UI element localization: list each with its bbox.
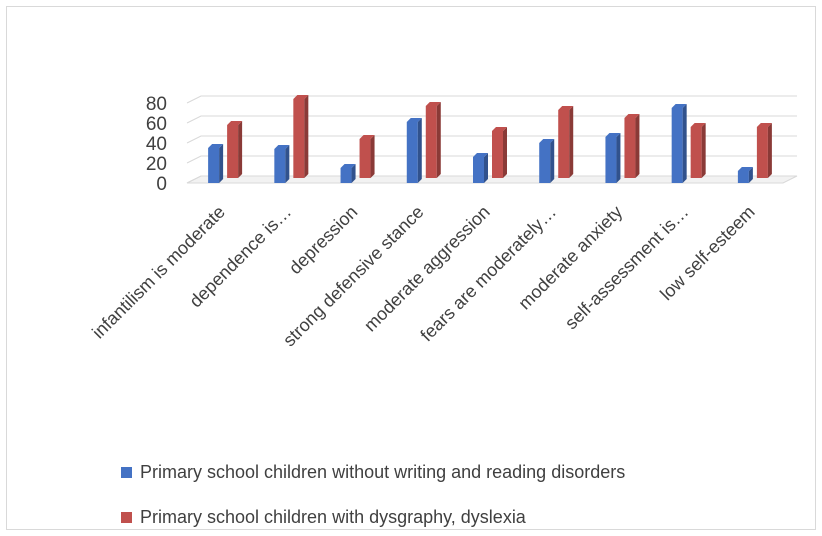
gridline bbox=[186, 175, 797, 184]
chart-frame: 0 20 40 60 80 infantilism is moderate depende… bbox=[6, 6, 816, 530]
bars bbox=[208, 95, 772, 183]
bar-1-6 bbox=[539, 139, 555, 183]
legend-item-series-1: Primary school children without writing … bbox=[121, 462, 625, 483]
gridline bbox=[186, 135, 797, 144]
category-label-1: infantilism is moderate bbox=[88, 202, 229, 343]
legend-swatch-series-2 bbox=[121, 512, 132, 523]
legend-label-series-1: Primary school children without writing … bbox=[140, 462, 626, 482]
bar-2-8 bbox=[690, 123, 706, 178]
bar-2-5 bbox=[492, 127, 507, 178]
y-tick-label: 0 bbox=[156, 174, 167, 195]
bar-1-2 bbox=[274, 145, 290, 183]
y-tick-label: 60 bbox=[146, 114, 167, 135]
category-label-8: self-assessment is… bbox=[561, 202, 693, 334]
bar-2-1 bbox=[227, 121, 243, 178]
gridlines bbox=[186, 95, 798, 184]
bar-2-7 bbox=[624, 114, 640, 178]
y-tick-label: 20 bbox=[146, 154, 167, 175]
bar-2-4 bbox=[425, 102, 441, 178]
bar-1-3 bbox=[340, 164, 356, 183]
bar-1-5 bbox=[473, 153, 488, 183]
bar-1-8 bbox=[671, 104, 687, 183]
legend-swatch-series-1 bbox=[121, 467, 132, 478]
bar-1-9 bbox=[737, 167, 753, 183]
bar-2-9 bbox=[756, 123, 772, 178]
category-label-5: moderate aggression bbox=[360, 202, 494, 336]
gridline bbox=[186, 95, 797, 104]
y-tick-label: 40 bbox=[146, 134, 167, 155]
gridline bbox=[186, 155, 797, 164]
y-tick-label: 80 bbox=[146, 94, 167, 115]
bar-1-4 bbox=[406, 118, 422, 183]
bar-1-1 bbox=[208, 144, 224, 183]
bar-2-2 bbox=[293, 95, 309, 178]
bar-2-6 bbox=[558, 106, 574, 178]
legend-item-series-2: Primary school children with dysgraphy, … bbox=[121, 507, 526, 528]
bar-1-7 bbox=[605, 133, 621, 183]
category-label-6: fears are moderately… bbox=[416, 202, 560, 346]
gridline bbox=[186, 115, 797, 124]
bar-2-3 bbox=[359, 135, 375, 178]
legend-label-series-2: Primary school children with dysgraphy, … bbox=[140, 507, 526, 527]
